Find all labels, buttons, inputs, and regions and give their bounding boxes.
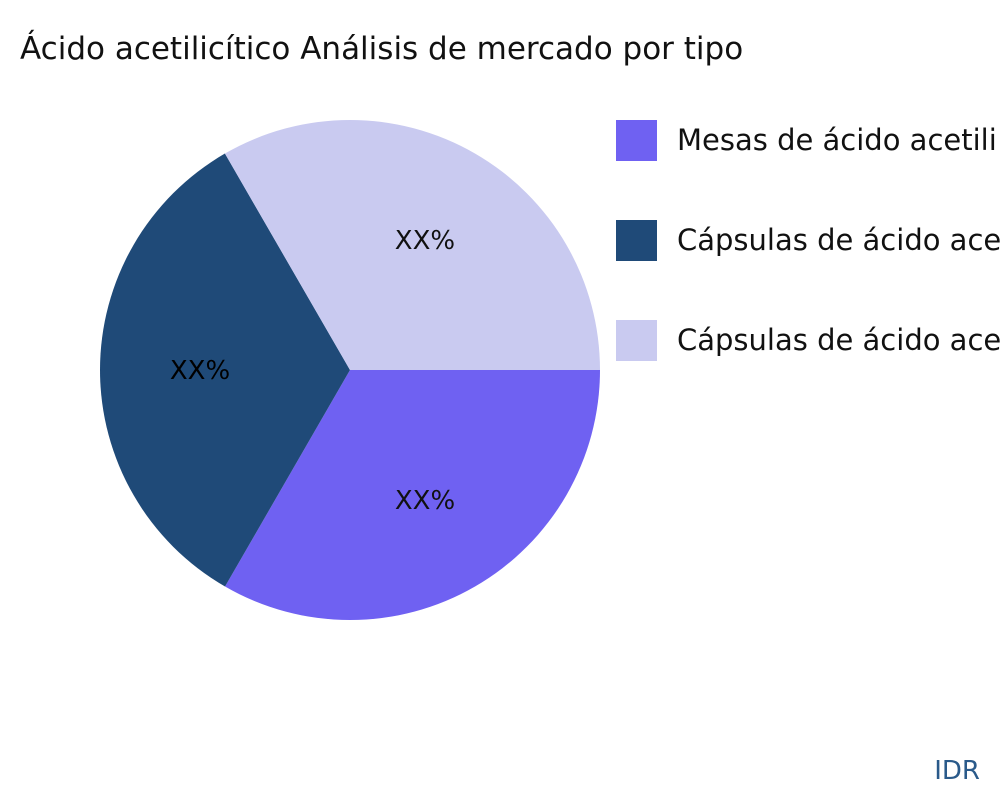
pie-slice[interactable]	[225, 370, 600, 621]
data-label: XX%	[395, 486, 455, 516]
chart-title: Ácido acetilicítico Análisis de mercado …	[20, 31, 743, 67]
legend-label[interactable]: Cápsulas de ácido ace	[677, 323, 1000, 357]
legend-swatch	[616, 320, 657, 361]
data-label: XX%	[395, 226, 455, 256]
legend-swatch	[616, 220, 657, 261]
data-label: XX%	[170, 356, 230, 386]
pie-slice[interactable]	[224, 119, 601, 371]
legend-label[interactable]: Mesas de ácido acetili	[677, 123, 997, 157]
legend-label[interactable]: Cápsulas de ácido ace	[677, 223, 1000, 257]
legend-swatch	[616, 120, 657, 161]
pie-slice[interactable]	[100, 153, 350, 587]
watermark: IDR	[934, 756, 980, 786]
